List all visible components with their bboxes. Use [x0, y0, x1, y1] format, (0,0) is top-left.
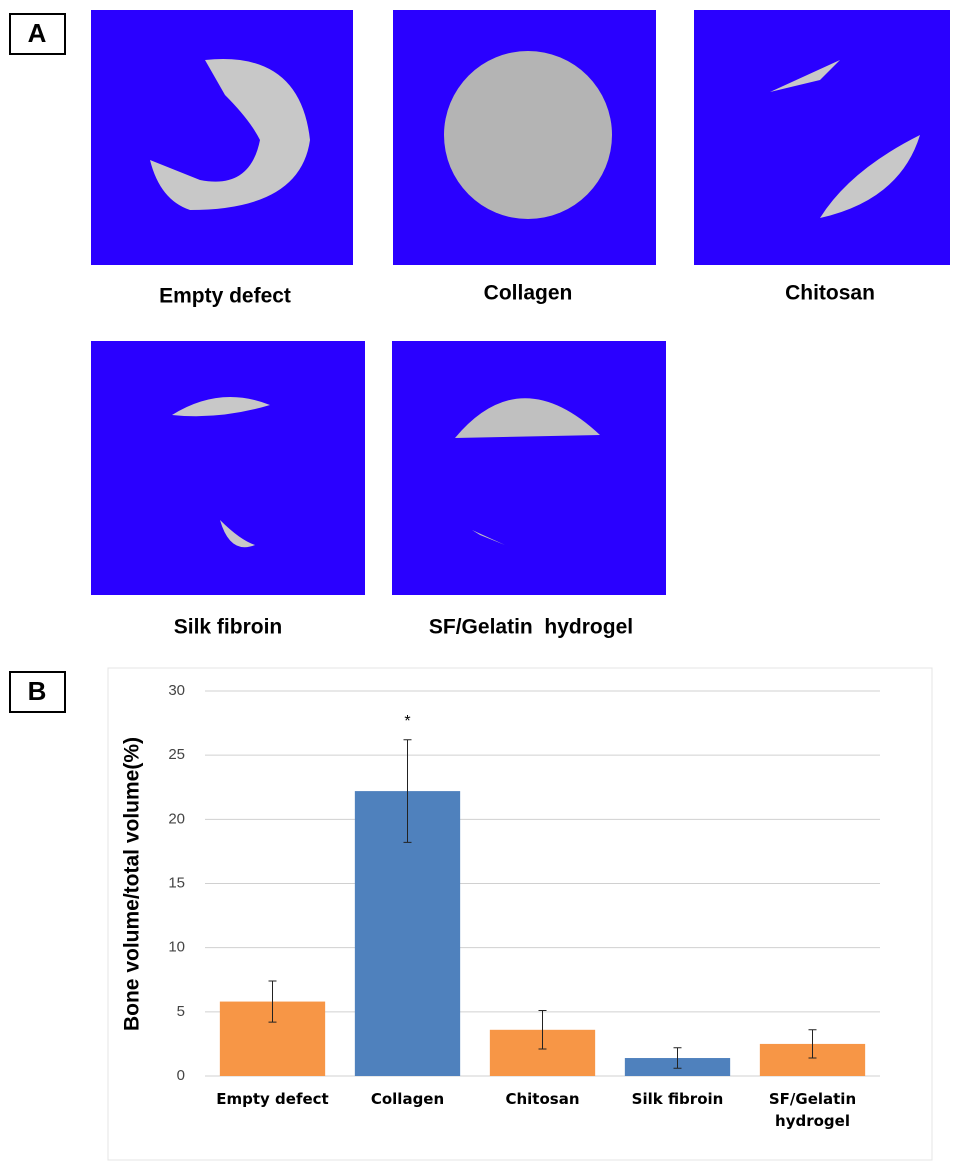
x-tick-label: Collagen	[348, 1088, 468, 1110]
panel-b: B Bone volume/total volume(%)	[10, 668, 932, 1160]
x-tick-label: Silk fibroin	[618, 1088, 738, 1110]
y-tick-label: 20	[168, 810, 185, 827]
micro-ct-image	[694, 10, 950, 265]
y-tick-label: 25	[168, 746, 185, 763]
image-caption: Empty defect	[159, 285, 291, 308]
x-tick-label: Chitosan	[483, 1088, 603, 1110]
y-tick-label: 10	[168, 939, 185, 956]
y-tick-label: 30	[168, 682, 185, 699]
x-tick-label: Empty defect	[213, 1088, 333, 1110]
bone-shape	[444, 51, 612, 219]
micro-ct-image	[91, 341, 365, 595]
panel-label: A	[28, 18, 47, 48]
y-tick-label: 0	[177, 1067, 185, 1084]
y-axis-label: Bone volume/total volume(%)	[121, 737, 144, 1031]
micro-ct-image	[392, 341, 666, 595]
y-tick-label: 15	[168, 874, 185, 891]
figure: A Empty defect Collagen Chitosan Silk fi…	[0, 0, 953, 1176]
image-caption: Silk fibroin	[174, 616, 283, 639]
image-caption: Chitosan	[785, 282, 875, 305]
image-caption: Collagen	[484, 282, 573, 305]
annotation: *	[404, 713, 410, 730]
y-tick-label: 5	[177, 1003, 185, 1020]
x-tick-label: SF/Gelatin hydrogel	[753, 1088, 873, 1132]
image-caption: SF/Gelatin hydrogel	[429, 616, 633, 639]
micro-ct-image	[91, 10, 353, 265]
page: A Empty defect Collagen Chitosan Silk fi…	[0, 0, 953, 1176]
panel-a: A Empty defect Collagen Chitosan Silk fi…	[10, 10, 950, 639]
panel-label: B	[28, 676, 47, 706]
chart-frame	[108, 668, 932, 1160]
